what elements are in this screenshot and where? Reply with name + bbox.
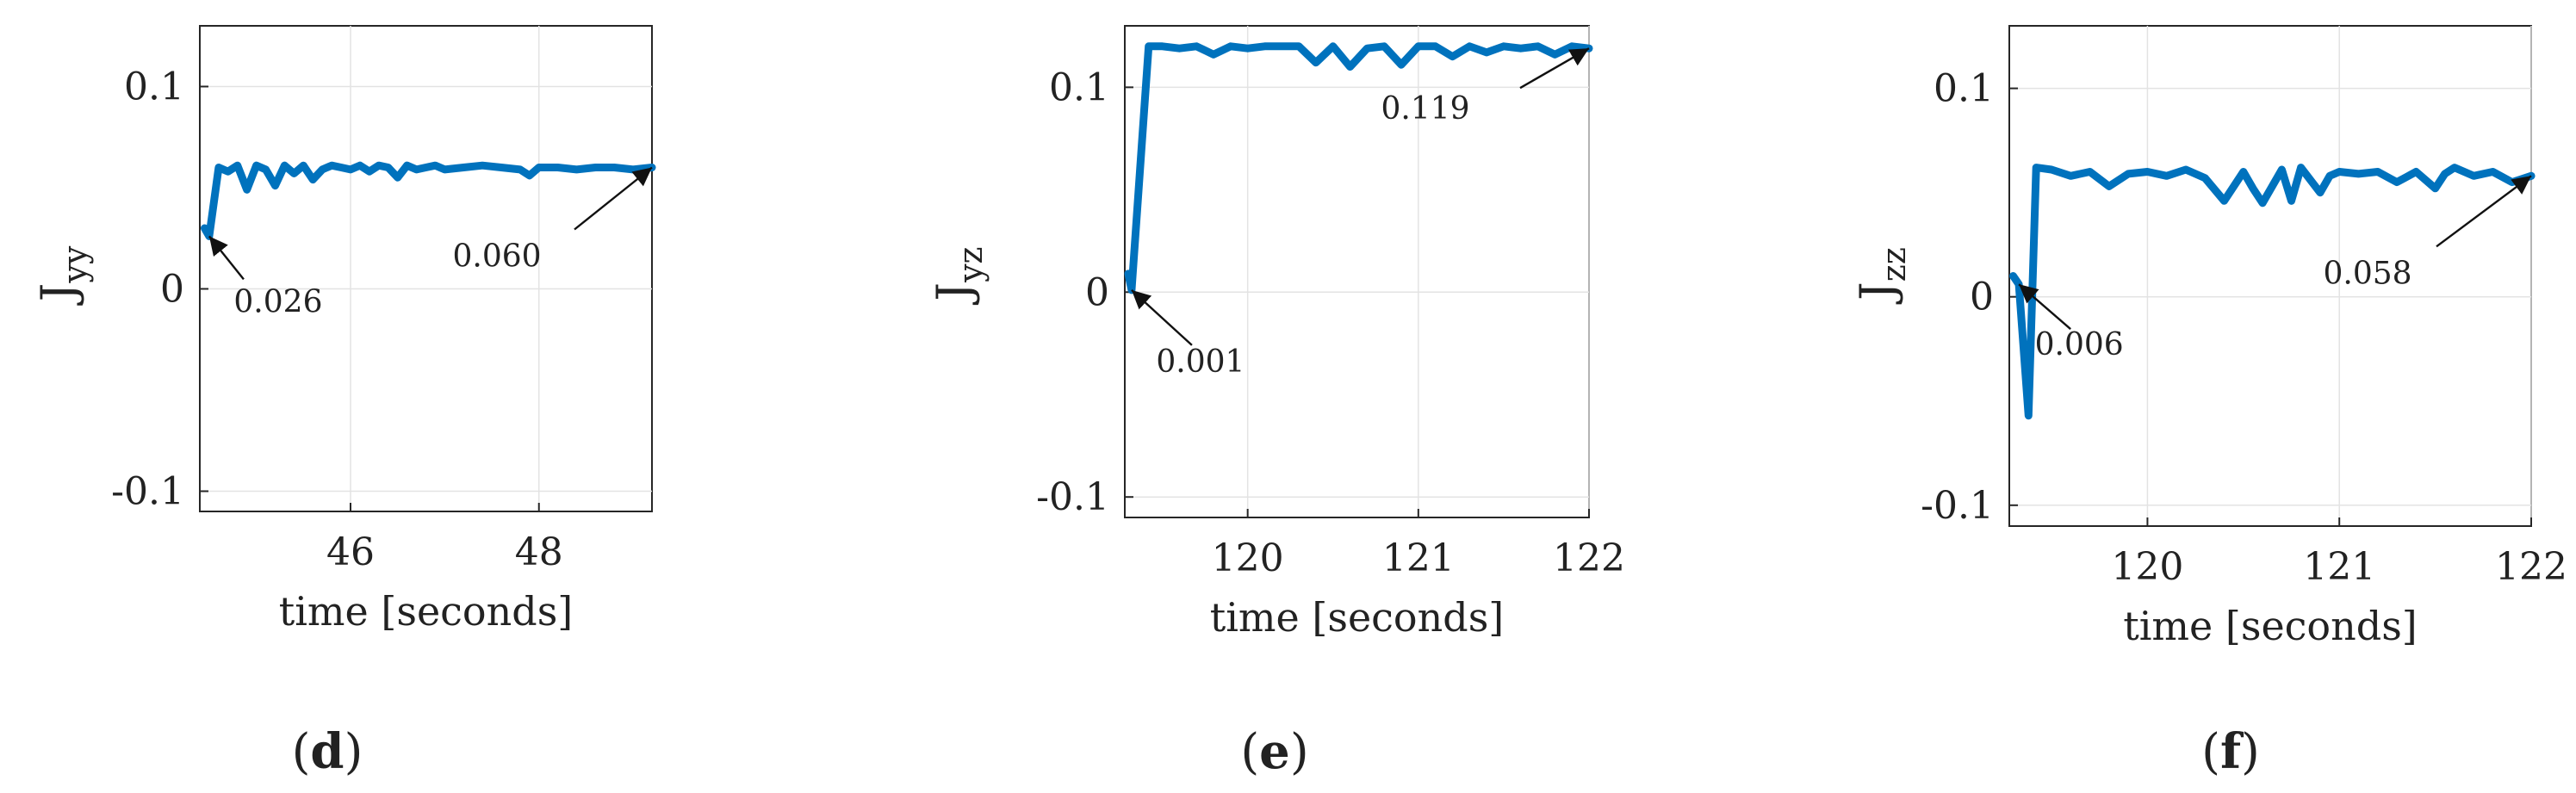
series-line — [201, 161, 656, 240]
y-axis-label: Jyy — [31, 245, 94, 306]
x-tick-label: 121 — [2303, 545, 2375, 589]
y-tick-label: 0 — [160, 268, 184, 312]
panel-tag: (d) — [292, 723, 363, 780]
x-tick-label: 120 — [2111, 545, 2183, 589]
annotation-label: 0.006 — [2035, 327, 2124, 362]
annotation-label: 0.119 — [1381, 91, 1469, 127]
annotation-label: 0.058 — [2323, 256, 2412, 291]
y-axis-label: Jzz — [1850, 247, 1913, 305]
annotation-arrow — [2018, 283, 2071, 331]
panel-e: 120 121 122 -0.1 0 0.1 time [seconds] Jyz 0.001 0… — [927, 25, 1625, 780]
y-axis-label-main: J — [927, 282, 981, 306]
panel-tag: (f) — [2201, 723, 2260, 780]
y-axis-label-sub: yz — [952, 246, 990, 283]
annotation-arrow — [574, 166, 653, 231]
y-axis-label: Jyz — [927, 246, 990, 305]
x-tick-label: 122 — [1553, 536, 1625, 580]
y-tick-label: 0.1 — [1049, 65, 1109, 109]
x-tick-label: 46 — [326, 530, 375, 574]
y-tick-label: -0.1 — [1921, 484, 1994, 528]
y-axis-label-sub: zz — [1875, 247, 1913, 282]
x-tick-label: 120 — [1212, 536, 1284, 580]
y-tick-label: 0 — [1970, 276, 1994, 319]
x-tick-label: 122 — [2495, 545, 2567, 589]
y-tick-label: 0.1 — [1934, 67, 1994, 111]
x-tick-label: 48 — [515, 530, 563, 574]
plot-area — [2008, 25, 2532, 527]
annotation-arrow — [208, 235, 245, 281]
series-line — [1124, 42, 1593, 294]
x-axis-label: time [seconds] — [2123, 603, 2418, 649]
y-tick-label: -0.1 — [1036, 475, 1109, 519]
annotation-arrow — [1519, 47, 1590, 90]
panel-d: 46 48 -0.1 0 0.1 time [seconds] Jyy 0.026 0.060 (… — [31, 25, 656, 780]
x-axis-label: time [seconds] — [1210, 594, 1505, 641]
y-axis-label-main: J — [31, 283, 85, 307]
annotation-label: 0.060 — [452, 239, 541, 275]
plot-area — [1124, 25, 1590, 518]
plot-area — [199, 25, 653, 512]
annotation-arrow — [2436, 175, 2532, 248]
y-tick-label: 0 — [1085, 270, 1109, 314]
y-axis-label-main: J — [1850, 282, 1904, 305]
y-tick-label: 0.1 — [124, 65, 184, 109]
panel-tag: (e) — [1240, 723, 1308, 780]
panel-f: 120 121 122 -0.1 0 0.1 time [seconds] Jzz 0.006 0… — [1850, 25, 2567, 780]
annotation-label: 0.026 — [233, 284, 322, 319]
x-axis-label: time [seconds] — [279, 588, 574, 635]
y-axis-label-sub: yy — [56, 245, 94, 283]
annotation-arrow — [1131, 289, 1193, 346]
x-tick-label: 121 — [1382, 536, 1455, 580]
y-tick-label: -0.1 — [111, 470, 184, 514]
series-line — [2009, 164, 2536, 420]
annotation-label: 0.001 — [1156, 344, 1245, 380]
